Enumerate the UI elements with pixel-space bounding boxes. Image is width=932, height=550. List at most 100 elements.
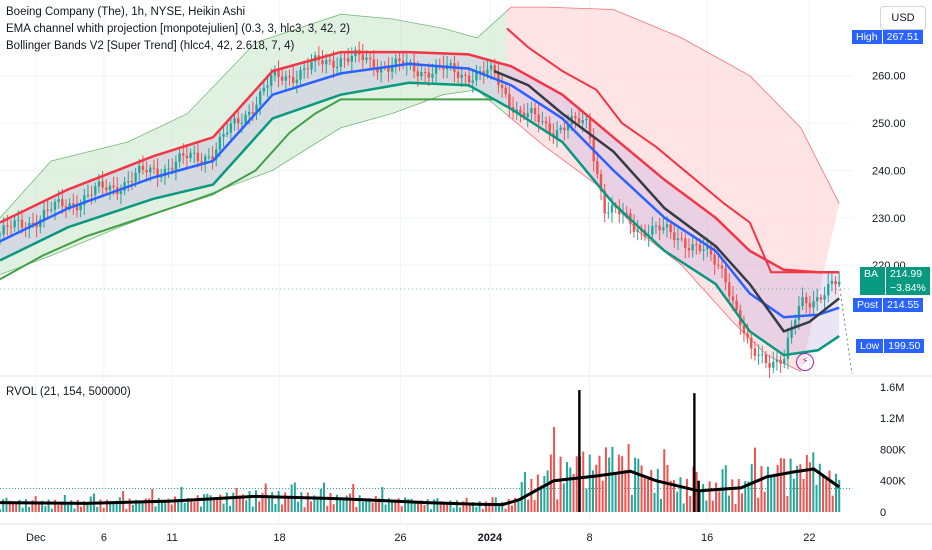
volume-bar — [611, 446, 614, 512]
volume-bar — [815, 484, 818, 512]
candle-body — [797, 306, 801, 321]
volume-bar — [229, 505, 232, 512]
volume-bar — [258, 501, 261, 512]
ema-lower-line — [0, 81, 840, 357]
indicator-bollinger[interactable]: Bollinger Bands V2 [Super Trend] (hlcc4,… — [6, 40, 295, 52]
candle-body — [559, 127, 562, 130]
volume-bar — [96, 506, 99, 512]
candle-body — [182, 153, 185, 156]
volume-bar — [251, 506, 254, 512]
candle-body — [75, 204, 79, 211]
volume-bar — [355, 506, 358, 512]
candle-body — [500, 85, 504, 88]
volume-bar — [472, 502, 475, 512]
volume-bar — [41, 500, 44, 512]
high-label: High — [852, 30, 882, 44]
volume-bar — [60, 501, 63, 512]
candle-body — [713, 254, 716, 265]
volume-bar — [199, 506, 202, 512]
candle-body — [20, 219, 24, 228]
volume-bar — [566, 462, 569, 512]
candle-body — [244, 114, 247, 123]
volume-bar — [569, 467, 572, 512]
candle-body — [141, 165, 145, 170]
volume-bar — [5, 497, 8, 512]
candle-body — [434, 64, 438, 74]
bollinger-fill-area — [506, 7, 840, 372]
candle-body — [574, 116, 577, 119]
volume-bar — [209, 495, 212, 512]
volume-bar — [621, 456, 624, 512]
volume-bar — [161, 501, 164, 512]
candle-body — [368, 57, 372, 60]
lightning-icon[interactable]: ⚡ — [796, 353, 814, 371]
volume-bar — [647, 478, 650, 512]
candle-body — [805, 296, 808, 304]
volume-bar — [588, 454, 591, 512]
volume-bar — [112, 501, 115, 512]
candle-body — [398, 58, 401, 61]
time-tick-label: 11 — [166, 532, 177, 544]
volume-bar — [757, 497, 760, 512]
volume-bar — [822, 474, 825, 512]
volume-bar — [656, 468, 659, 512]
volume-bar — [287, 498, 290, 512]
volume-bar — [76, 499, 79, 512]
volume-bar — [216, 498, 219, 512]
volume-bar — [177, 498, 180, 512]
candle-body — [566, 124, 570, 131]
indicator-ema-channel[interactable]: EMA channel whith projection [monpotejul… — [6, 23, 350, 35]
currency-button[interactable]: USD — [880, 6, 926, 30]
volume-bar — [235, 487, 238, 512]
volume-tick-label: 800K — [880, 444, 906, 456]
candle-body — [215, 149, 218, 160]
candle-body — [420, 72, 423, 77]
volume-bar — [374, 496, 377, 512]
candle-body — [94, 186, 97, 195]
candle-body — [50, 209, 53, 211]
candle-body — [669, 224, 672, 233]
candle-body — [812, 301, 815, 308]
volume-bar — [245, 500, 248, 512]
symbol-label: BA — [860, 267, 883, 281]
candle-body — [31, 222, 35, 224]
volume-bar — [196, 495, 199, 512]
volume-bar — [219, 494, 222, 512]
volume-bar — [138, 501, 141, 512]
volume-bar — [585, 488, 588, 512]
volume-bar — [416, 501, 419, 512]
low-value: 199.50 — [884, 339, 925, 353]
volume-bar — [173, 496, 176, 512]
candle-body — [555, 129, 559, 138]
volume-bar — [105, 499, 108, 512]
ema-channel-fill — [0, 52, 840, 356]
volume-bar — [21, 507, 24, 512]
candle-body — [702, 249, 705, 251]
volume-bar — [715, 482, 718, 512]
volume-bar — [271, 492, 274, 512]
candle-body — [324, 60, 328, 65]
candle-body — [412, 61, 416, 72]
volume-bar — [70, 500, 73, 512]
time-tick-label: 2024 — [478, 532, 503, 544]
volume-bar — [637, 458, 640, 512]
candle-body — [160, 176, 163, 178]
candle-body — [365, 57, 368, 61]
volume-bar — [575, 456, 578, 512]
volume-bar — [361, 501, 364, 512]
candle-body — [618, 207, 621, 215]
candle-body — [757, 354, 760, 356]
candle-body — [731, 296, 735, 301]
volume-bar — [776, 465, 779, 512]
candle-body — [288, 76, 291, 78]
rvol-title[interactable]: RVOL (21, 154, 500000) — [6, 386, 131, 398]
indicator-lines — [0, 27, 853, 375]
candle-body — [680, 238, 683, 240]
candle-body — [676, 238, 680, 241]
candle-body — [105, 187, 108, 191]
volume-bar — [553, 426, 556, 512]
volume-bar — [543, 475, 546, 512]
volume-bar — [2, 499, 5, 512]
volume-bar — [449, 500, 452, 512]
